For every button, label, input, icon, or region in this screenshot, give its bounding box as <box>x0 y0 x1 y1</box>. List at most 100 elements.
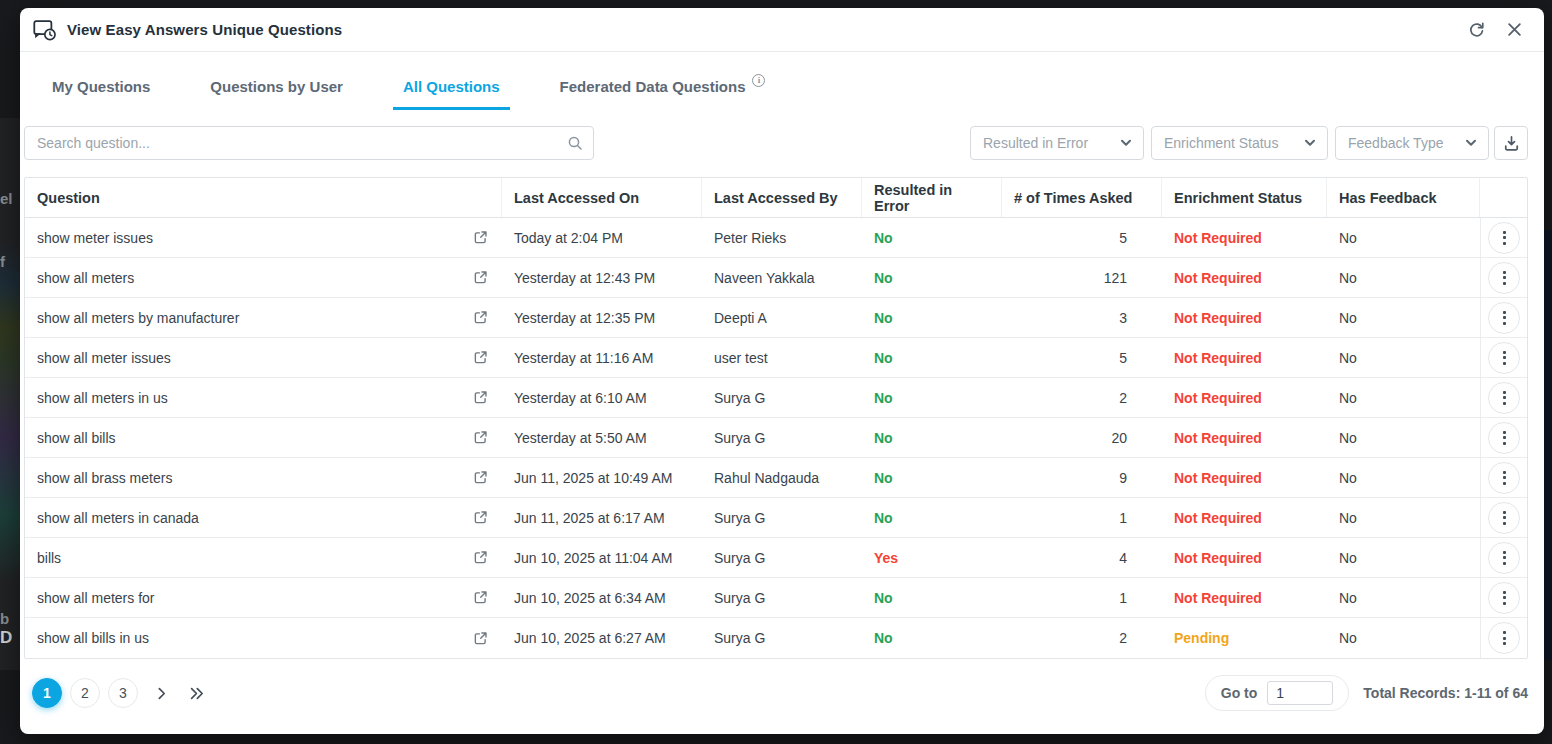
download-button[interactable] <box>1494 126 1528 160</box>
filter-dropdown-enrichment-status[interactable]: Enrichment Status <box>1151 126 1328 160</box>
last-accessed-by-cell: Surya G <box>702 578 862 617</box>
last-accessed-by-cell: Deepti A <box>702 298 862 337</box>
table-row: show all meter issuesYesterday at 11:16 … <box>25 338 1527 378</box>
backdrop-fragment: f <box>0 253 5 270</box>
filter-dropdown-resulted-in-error[interactable]: Resulted in Error <box>970 126 1144 160</box>
tab-my-questions[interactable]: My Questions <box>46 62 156 110</box>
times-asked-cell: 9 <box>1002 458 1162 497</box>
page-button-3[interactable]: 3 <box>108 678 138 708</box>
times-asked-cell: 5 <box>1002 338 1162 377</box>
resulted-in-error-cell: No <box>862 498 1002 537</box>
kebab-icon <box>1503 591 1506 594</box>
search-box <box>24 126 594 160</box>
external-link-icon[interactable] <box>473 470 488 485</box>
has-feedback-cell: No <box>1327 538 1480 577</box>
has-feedback-cell: No <box>1327 218 1480 257</box>
external-link-icon[interactable] <box>473 310 488 325</box>
page-button-2[interactable]: 2 <box>70 678 100 708</box>
times-asked-cell: 2 <box>1002 618 1162 658</box>
kebab-icon <box>1503 602 1506 605</box>
row-menu-button[interactable] <box>1488 302 1520 334</box>
external-link-icon[interactable] <box>473 390 488 405</box>
toolbar: Resulted in ErrorEnrichment StatusFeedba… <box>24 126 1528 160</box>
backdrop-fragment: b <box>0 610 9 627</box>
last-accessed-by-cell: Surya G <box>702 618 862 658</box>
kebab-icon <box>1503 562 1506 565</box>
external-link-icon[interactable] <box>473 550 488 565</box>
resulted-in-error-cell: No <box>862 578 1002 617</box>
filter-dropdown-feedback-type[interactable]: Feedback Type <box>1335 126 1489 160</box>
question-text: show all meters in canada <box>37 510 199 526</box>
actions-cell <box>1480 218 1527 257</box>
resulted-in-error-cell: Yes <box>862 538 1002 577</box>
actions-cell <box>1480 418 1527 457</box>
last-accessed-by-cell: Surya G <box>702 538 862 577</box>
external-link-icon[interactable] <box>473 270 488 285</box>
tab-questions-by-user[interactable]: Questions by User <box>204 62 349 110</box>
row-menu-button[interactable] <box>1488 422 1520 454</box>
row-menu-button[interactable] <box>1488 502 1520 534</box>
column-header-of-times-asked: # of Times Asked <box>1002 178 1162 217</box>
table-body: show meter issuesToday at 2:04 PMPeter R… <box>25 218 1527 658</box>
row-menu-button[interactable] <box>1488 542 1520 574</box>
kebab-icon <box>1503 276 1506 279</box>
table-row: show all bills in usJun 10, 2025 at 6:27… <box>25 618 1527 658</box>
row-menu-button[interactable] <box>1488 622 1520 654</box>
next-page-button[interactable] <box>148 678 174 708</box>
table-header-row: QuestionLast Accessed OnLast Accessed By… <box>25 178 1527 218</box>
page-button-1[interactable]: 1 <box>32 678 62 708</box>
has-feedback-cell: No <box>1327 298 1480 337</box>
row-menu-button[interactable] <box>1488 382 1520 414</box>
times-asked-cell: 2 <box>1002 378 1162 417</box>
tab-all-questions[interactable]: All Questions <box>397 62 506 110</box>
tab-federated-data-questions[interactable]: Federated Data Questionsi <box>554 62 772 110</box>
goto-page-input[interactable] <box>1267 681 1333 705</box>
resulted-in-error-cell: No <box>862 458 1002 497</box>
question-text: show all brass meters <box>37 470 172 486</box>
search-icon <box>567 135 583 155</box>
question-cell: show all meters in canada <box>25 498 502 537</box>
row-menu-button[interactable] <box>1488 462 1520 494</box>
row-menu-button[interactable] <box>1488 222 1520 254</box>
external-link-icon[interactable] <box>473 350 488 365</box>
backdrop-fragment: el <box>0 190 13 207</box>
kebab-icon <box>1503 322 1506 325</box>
close-icon[interactable] <box>1500 16 1528 44</box>
enrichment-status-cell: Not Required <box>1162 258 1327 297</box>
kebab-icon <box>1503 316 1506 319</box>
kebab-icon <box>1503 596 1506 599</box>
question-text: show all meter issues <box>37 350 171 366</box>
refresh-icon[interactable] <box>1462 16 1490 44</box>
external-link-icon[interactable] <box>473 430 488 445</box>
row-menu-button[interactable] <box>1488 262 1520 294</box>
last-accessed-on-cell: Jun 11, 2025 at 6:17 AM <box>502 498 702 537</box>
resulted-in-error-cell: No <box>862 618 1002 658</box>
kebab-icon <box>1503 436 1506 439</box>
external-link-icon[interactable] <box>473 230 488 245</box>
total-records: Total Records: 1-11 of 64 <box>1363 685 1528 701</box>
column-header-resulted-in-error: Resulted in Error <box>862 178 1002 217</box>
info-icon[interactable]: i <box>752 74 765 87</box>
kebab-icon <box>1503 476 1506 479</box>
row-menu-button[interactable] <box>1488 582 1520 614</box>
kebab-icon <box>1503 236 1506 239</box>
enrichment-status-cell: Not Required <box>1162 418 1327 457</box>
kebab-icon <box>1503 471 1506 474</box>
dialog-title: View Easy Answers Unique Questions <box>67 21 342 38</box>
search-input[interactable] <box>24 126 594 160</box>
external-link-icon[interactable] <box>473 631 488 646</box>
row-menu-button[interactable] <box>1488 342 1520 374</box>
table-row: show all billsYesterday at 5:50 AMSurya … <box>25 418 1527 458</box>
has-feedback-cell: No <box>1327 378 1480 417</box>
external-link-icon[interactable] <box>473 590 488 605</box>
resulted-in-error-cell: No <box>862 258 1002 297</box>
enrichment-status-cell: Not Required <box>1162 498 1327 537</box>
kebab-icon <box>1503 482 1506 485</box>
last-page-button[interactable] <box>184 678 210 708</box>
question-cell: show all meters by manufacturer <box>25 298 502 337</box>
kebab-icon <box>1503 631 1506 634</box>
column-header-has-feedback: Has Feedback <box>1327 178 1480 217</box>
resulted-in-error-cell: No <box>862 418 1002 457</box>
question-cell: show meter issues <box>25 218 502 257</box>
external-link-icon[interactable] <box>473 510 488 525</box>
